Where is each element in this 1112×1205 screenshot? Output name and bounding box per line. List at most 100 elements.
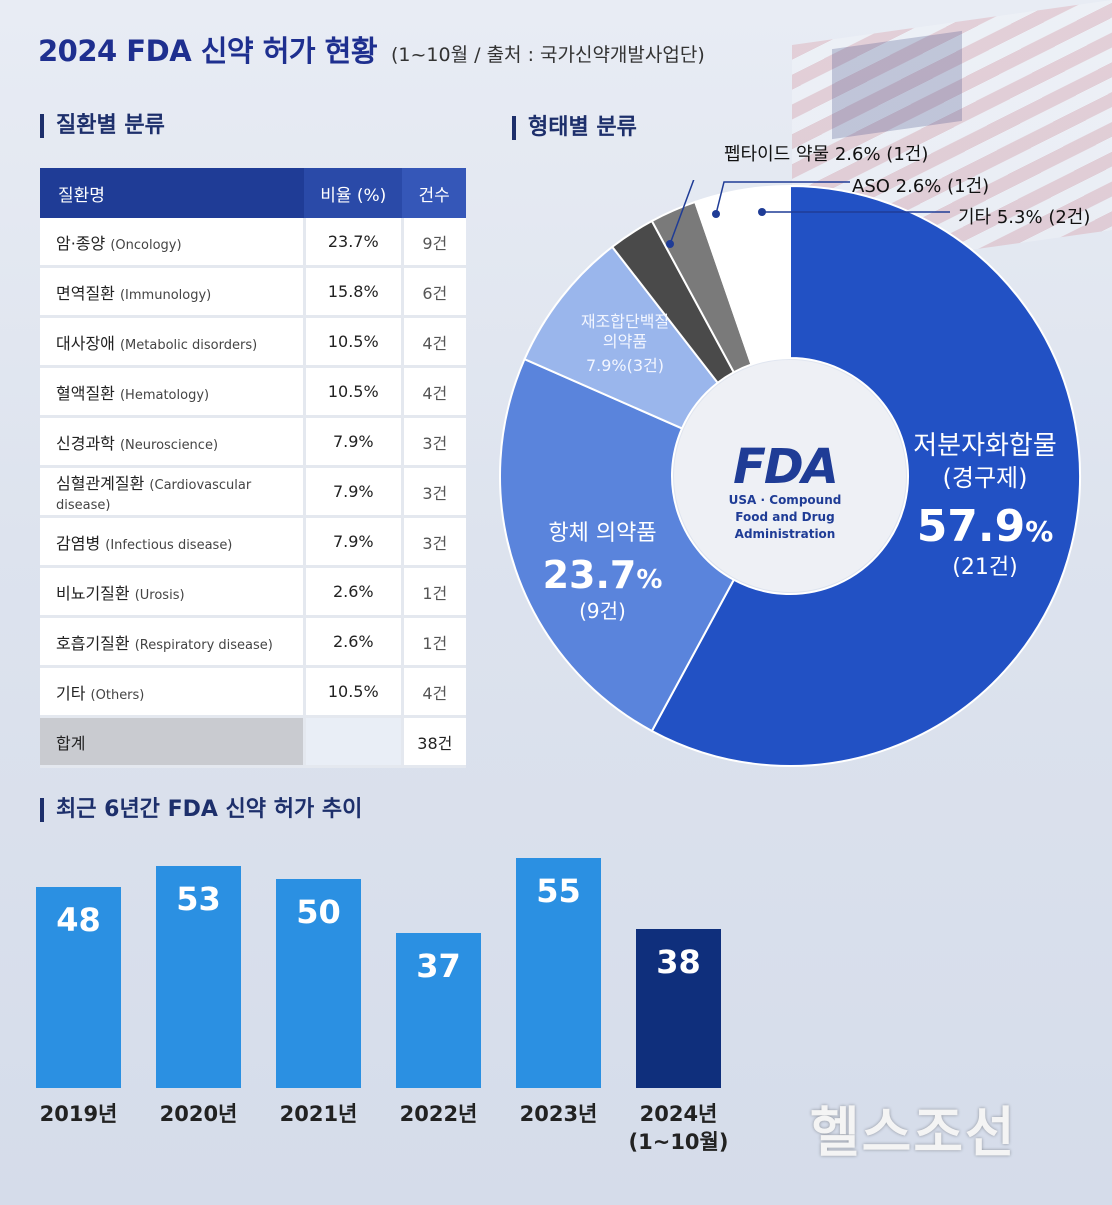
callout-line [669,180,695,245]
table-row: 암·종양 (Oncology) 23.7% 9건 [40,218,466,268]
table-row: 감염병 (Infectious disease) 7.9% 3건 [40,516,466,568]
cell-ratio: 7.9% [304,516,404,568]
slice-sub: 의약품 [602,332,648,351]
disease-name: 비뇨기질환 [56,583,130,603]
cell-name: 면역질환 (Immunology) [40,266,306,318]
cell-total-name: 합계 [40,716,306,768]
callout-aso: ASO 2.6% (1건) [852,172,989,198]
disease-name: 암·종양 [56,233,106,253]
background-flag-canton [832,30,962,140]
disease-name: 기타 [56,683,86,703]
bar [636,928,721,1088]
category-name: 2020년 [159,1102,238,1126]
cell-count: 4건 [402,316,466,368]
fda-logo: FDA USA · Compound Food and Drug Adminis… [700,442,870,543]
callout-count: (2건) [1048,207,1091,228]
donut-slice [650,184,1081,767]
category-note: (1~10월) [628,1130,729,1154]
cell-name: 기타 (Others) [40,666,306,718]
slice-percent: 57.9 [916,500,1026,552]
bar [36,886,121,1088]
cell-count: 4건 [402,366,466,418]
disease-name: 대사장애 [56,333,115,353]
callout-line [715,181,850,215]
trend-bar-chart: 48 2019년 53 2020년 50 2021년 37 2022년 55 2023년 38 202… [0,840,760,1170]
table-row: 기타 (Others) 10.5% 4건 [40,666,466,718]
cell-name: 감염병 (Infectious disease) [40,516,306,568]
callout-count: (1건) [886,144,929,165]
callout-name: 펩타이드 약물 [724,144,830,165]
column-header-count: 건수 [402,168,466,218]
cell-count: 3건 [402,466,466,518]
section-title-disease: 질환별 분류 [40,114,165,138]
callout-percent: 2.6% [895,176,942,197]
cell-total-ratio [304,716,404,768]
callout-others: 기타 5.3% (2건) [958,203,1090,229]
category-name: 2019년 [39,1102,118,1126]
slice-percent: 23.7 [542,552,637,597]
cell-ratio: 2.6% [304,566,404,618]
fda-logo-line1: USA · Compound [728,493,842,507]
cell-ratio: 2.6% [304,616,404,668]
bar-value-label: 53 [176,879,221,918]
bar [396,933,481,1088]
bar-category-label: 2022년 [376,1100,501,1128]
cell-ratio: 7.9% [304,466,404,518]
slice-name: 재조합단백질 [580,312,670,331]
callout-dot [758,208,766,216]
bar-value-label: 48 [56,900,101,939]
slice-name: 저분자화합물 [913,431,1057,461]
bar-value-label: 50 [296,892,341,931]
callout-percent: 2.6% [834,144,881,165]
cell-name: 혈액질환 (Hematology) [40,366,306,418]
slice-name: 항체 의약품 [548,521,657,546]
slice-percent: 7.9% [585,356,627,375]
cell-name: 비뇨기질환 (Urosis) [40,566,306,618]
disease-name-en: (Infectious disease) [105,537,233,553]
disease-table: 질환명 비율 (%) 건수 암·종양 (Oncology) 23.7% 9건 면역질환… [40,168,466,768]
bar-value-label: 37 [416,947,461,985]
disease-name-en: (Metabolic disorders) [119,337,258,353]
disease-name-en: (Neuroscience) [119,437,219,453]
disease-name-en: (Hematology) [119,387,210,403]
column-header-name: 질환명 [40,168,305,218]
category-name: 2021년 [279,1102,358,1126]
cell-count: 6건 [402,266,466,318]
bar-category-label: 2021년 [256,1100,381,1128]
disease-name: 심혈관계질환 [56,474,145,493]
cell-name: 신경과학 (Neuroscience) [40,416,306,468]
disease-name-en: (Oncology) [110,237,182,253]
disease-name: 감염병 [56,533,101,553]
section-title-type: 형태별 분류 [512,116,637,140]
slice-sub: (경구제) [942,463,1028,492]
cell-name: 호흡기질환 (Respiratory disease) [40,616,306,668]
cell-ratio: 10.5% [304,666,404,718]
table-row: 혈액질환 (Hematology) 10.5% 4건 [40,366,466,418]
page-subtitle: (1~10월 / 출처 : 국가신약개발사업단) [391,44,705,66]
disease-name-en: (Urosis) [134,587,185,603]
cell-count: 9건 [402,218,466,268]
disease-name-en: (Cardiovascular disease) [56,478,252,513]
cell-count: 1건 [402,616,466,668]
cell-name: 대사장애 (Metabolic disorders) [40,316,306,368]
table-row: 호흡기질환 (Respiratory disease) 2.6% 1건 [40,616,466,668]
table-header-row: 질환명 비율 (%) 건수 [40,168,466,218]
slice-count: (3건) [626,356,665,375]
table-row-total: 합계 38건 [40,716,466,768]
category-name: 2023년 [519,1102,598,1126]
cell-count: 3건 [402,516,466,568]
disease-name-en: (Respiratory disease) [134,637,273,653]
bar [156,865,241,1088]
table-row: 비뇨기질환 (Urosis) 2.6% 1건 [40,566,466,618]
donut-slice [499,357,736,733]
slice-label-recombinant: 재조합단백질 의약품 7.9%(3건) [560,312,690,376]
disease-name: 면역질환 [56,283,115,303]
category-name: 2024년 [639,1102,718,1126]
disease-name: 혈액질환 [56,383,115,403]
disease-name-en: (Others) [90,687,145,703]
category-name: 2022년 [399,1102,478,1126]
cell-count: 1건 [402,566,466,618]
disease-name: 신경과학 [56,433,115,453]
bar-value-label: 55 [536,871,581,910]
slice-label-antibody: 항체 의약품 23.7% (9건) [520,520,685,624]
